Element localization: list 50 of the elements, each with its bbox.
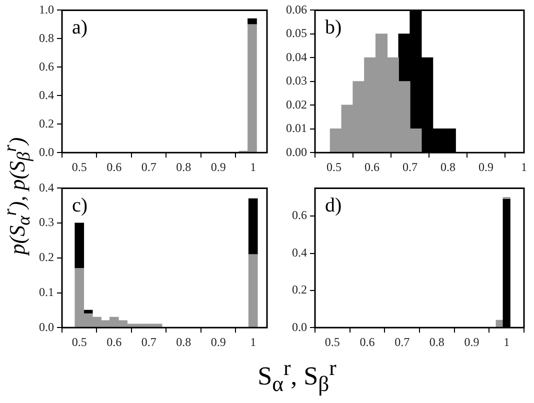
annotation: b) xyxy=(325,16,342,38)
x-tick-label: 1 xyxy=(250,160,256,174)
y-tick-label: 0.1 xyxy=(39,284,54,299)
x-tick-label: 0.8 xyxy=(429,334,444,349)
x-tick-label: 0.5 xyxy=(72,334,87,349)
x-tick-label: 0.6 xyxy=(360,334,375,349)
y-tick-label: 0.2 xyxy=(39,250,54,264)
x-tick-label: 0.5 xyxy=(72,160,87,174)
x-tick-label: 0.6 xyxy=(106,334,122,349)
x-tick-label: 0.8 xyxy=(176,334,192,349)
y-tick-label: 1.0 xyxy=(39,2,54,16)
x-tick-label: 0.6 xyxy=(364,160,380,174)
x-tick-label: 0.8 xyxy=(440,160,456,174)
y-tick-label: 0.2 xyxy=(39,116,54,130)
x-tick-label: 0.6 xyxy=(106,160,122,174)
y-tick-label: 0.05 xyxy=(286,26,307,40)
annotation: d) xyxy=(325,194,342,216)
y-tick-label: 0.6 xyxy=(292,208,307,222)
x-tick-label: 0.7 xyxy=(394,334,410,349)
y-tick-label: 0.6 xyxy=(39,59,54,74)
y-tick-label: 0.2 xyxy=(292,282,307,297)
y-tick-label: 0.4 xyxy=(39,88,54,102)
x-tick-label: 1 xyxy=(250,334,256,349)
annotation: c) xyxy=(72,194,88,216)
y-tick-label: 0.0 xyxy=(39,320,54,334)
x-tick-label: 0.7 xyxy=(402,160,418,174)
x-tick-label: 0.9 xyxy=(210,334,226,349)
y-tick-label: 0.0 xyxy=(39,144,54,159)
y-tick-label: 0.02 xyxy=(286,97,307,112)
y-tick-label: 0.3 xyxy=(39,215,54,230)
x-tick-label: 0.5 xyxy=(324,334,340,349)
x-tick-label: 1 xyxy=(521,160,527,174)
y-tick-label: 0.8 xyxy=(39,30,54,45)
y-tick-label: 0.03 xyxy=(286,74,307,88)
x-tick-label: 1 xyxy=(504,334,510,349)
y-tick-label: 0.4 xyxy=(39,180,54,194)
x-tick-label: 0.9 xyxy=(210,160,226,174)
annotation: a) xyxy=(72,16,88,38)
x-tick-label: 0.7 xyxy=(141,334,156,349)
y-tick-label: 0.01 xyxy=(286,121,307,136)
y-tick-label: 0.0 xyxy=(292,320,307,334)
x-tick-label: 0.8 xyxy=(176,160,192,174)
x-tick-label: 0.9 xyxy=(464,334,480,349)
y-tick-label: 0.04 xyxy=(286,50,307,64)
y-tick-label: 0.00 xyxy=(286,144,307,159)
x-tick-label: 0.7 xyxy=(141,160,156,174)
x-tick-label: 0.5 xyxy=(326,160,342,174)
y-tick-label: 0.4 xyxy=(292,245,307,260)
y-tick-label: 0.06 xyxy=(286,2,307,16)
x-tick-label: 0.9 xyxy=(478,160,494,174)
